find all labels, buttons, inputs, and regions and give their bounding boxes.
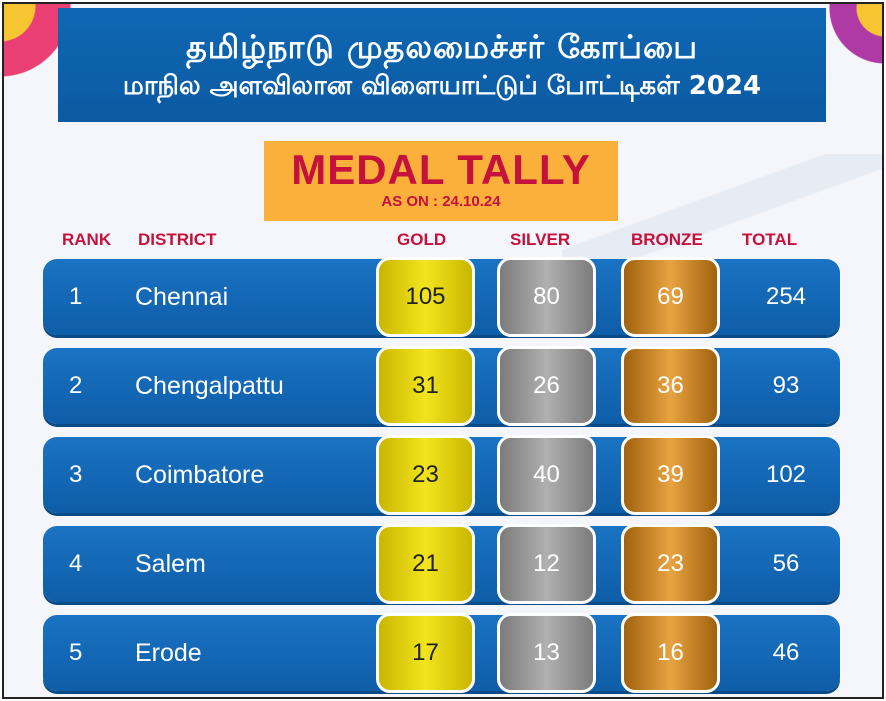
column-header-silver: SILVER [510, 230, 571, 249]
district-cell: Coimbatore [135, 461, 265, 489]
column-header-gold: GOLD [397, 230, 447, 249]
rank-cell: 2 [69, 372, 83, 399]
total-cell: 46 [772, 639, 800, 666]
silver-count: 13 [497, 613, 596, 693]
bronze-count: 23 [621, 524, 720, 604]
gold-count: 105 [376, 257, 475, 337]
total-cell: 102 [765, 461, 807, 488]
total-cell: 56 [772, 550, 800, 577]
decorative-shape-right [822, 4, 882, 104]
bronze-count: 39 [621, 435, 720, 515]
silver-count: 40 [497, 435, 596, 515]
gold-count: 17 [376, 613, 475, 693]
as-on-date: AS ON : 24.10.24 [381, 193, 501, 210]
rank-cell: 5 [69, 639, 83, 666]
rank-cell: 1 [69, 283, 83, 310]
district-cell: Chennai [135, 283, 229, 311]
rank-cell: 4 [69, 550, 83, 577]
table-row: 4 Salem 21 12 23 56 [43, 524, 840, 604]
district-cell: Salem [135, 550, 206, 578]
bronze-count: 36 [621, 346, 720, 426]
rank-cell: 3 [69, 461, 83, 488]
title-banner: தமிழ்நாடு முதலமைச்சர் கோப்பை மாநில அளவில… [58, 8, 826, 122]
gold-count: 23 [376, 435, 475, 515]
bronze-count: 69 [621, 257, 720, 337]
medal-tally-badge: MEDAL TALLY AS ON : 24.10.24 [264, 141, 618, 221]
table-row: 2 Chengalpattu 31 26 36 93 [43, 346, 840, 426]
district-cell: Chengalpattu [135, 372, 284, 400]
column-header-rank: RANK [62, 230, 112, 249]
silver-count: 12 [497, 524, 596, 604]
table-row: 5 Erode 17 13 16 46 [43, 613, 840, 693]
silver-count: 80 [497, 257, 596, 337]
medal-tally-title: MEDAL TALLY [291, 146, 591, 193]
column-header-bronze: BRONZE [631, 230, 703, 249]
table-row: 3 Coimbatore 23 40 39 102 [43, 435, 840, 515]
total-cell: 93 [772, 372, 800, 399]
district-cell: Erode [135, 639, 202, 667]
silver-count: 26 [497, 346, 596, 426]
total-cell: 254 [765, 283, 807, 310]
gold-count: 21 [376, 524, 475, 604]
gold-count: 31 [376, 346, 475, 426]
column-header-total: TOTAL [742, 230, 798, 249]
column-header-district: DISTRICT [138, 230, 217, 249]
table-row: 1 Chennai 105 80 69 254 [43, 257, 840, 337]
title-line1: தமிழ்நாடு முதலமைச்சர் கோப்பை [185, 28, 699, 66]
title-line2: மாநில அளவிலான விளையாட்டுப் போட்டிகள் 202… [122, 71, 762, 101]
bronze-count: 16 [621, 613, 720, 693]
